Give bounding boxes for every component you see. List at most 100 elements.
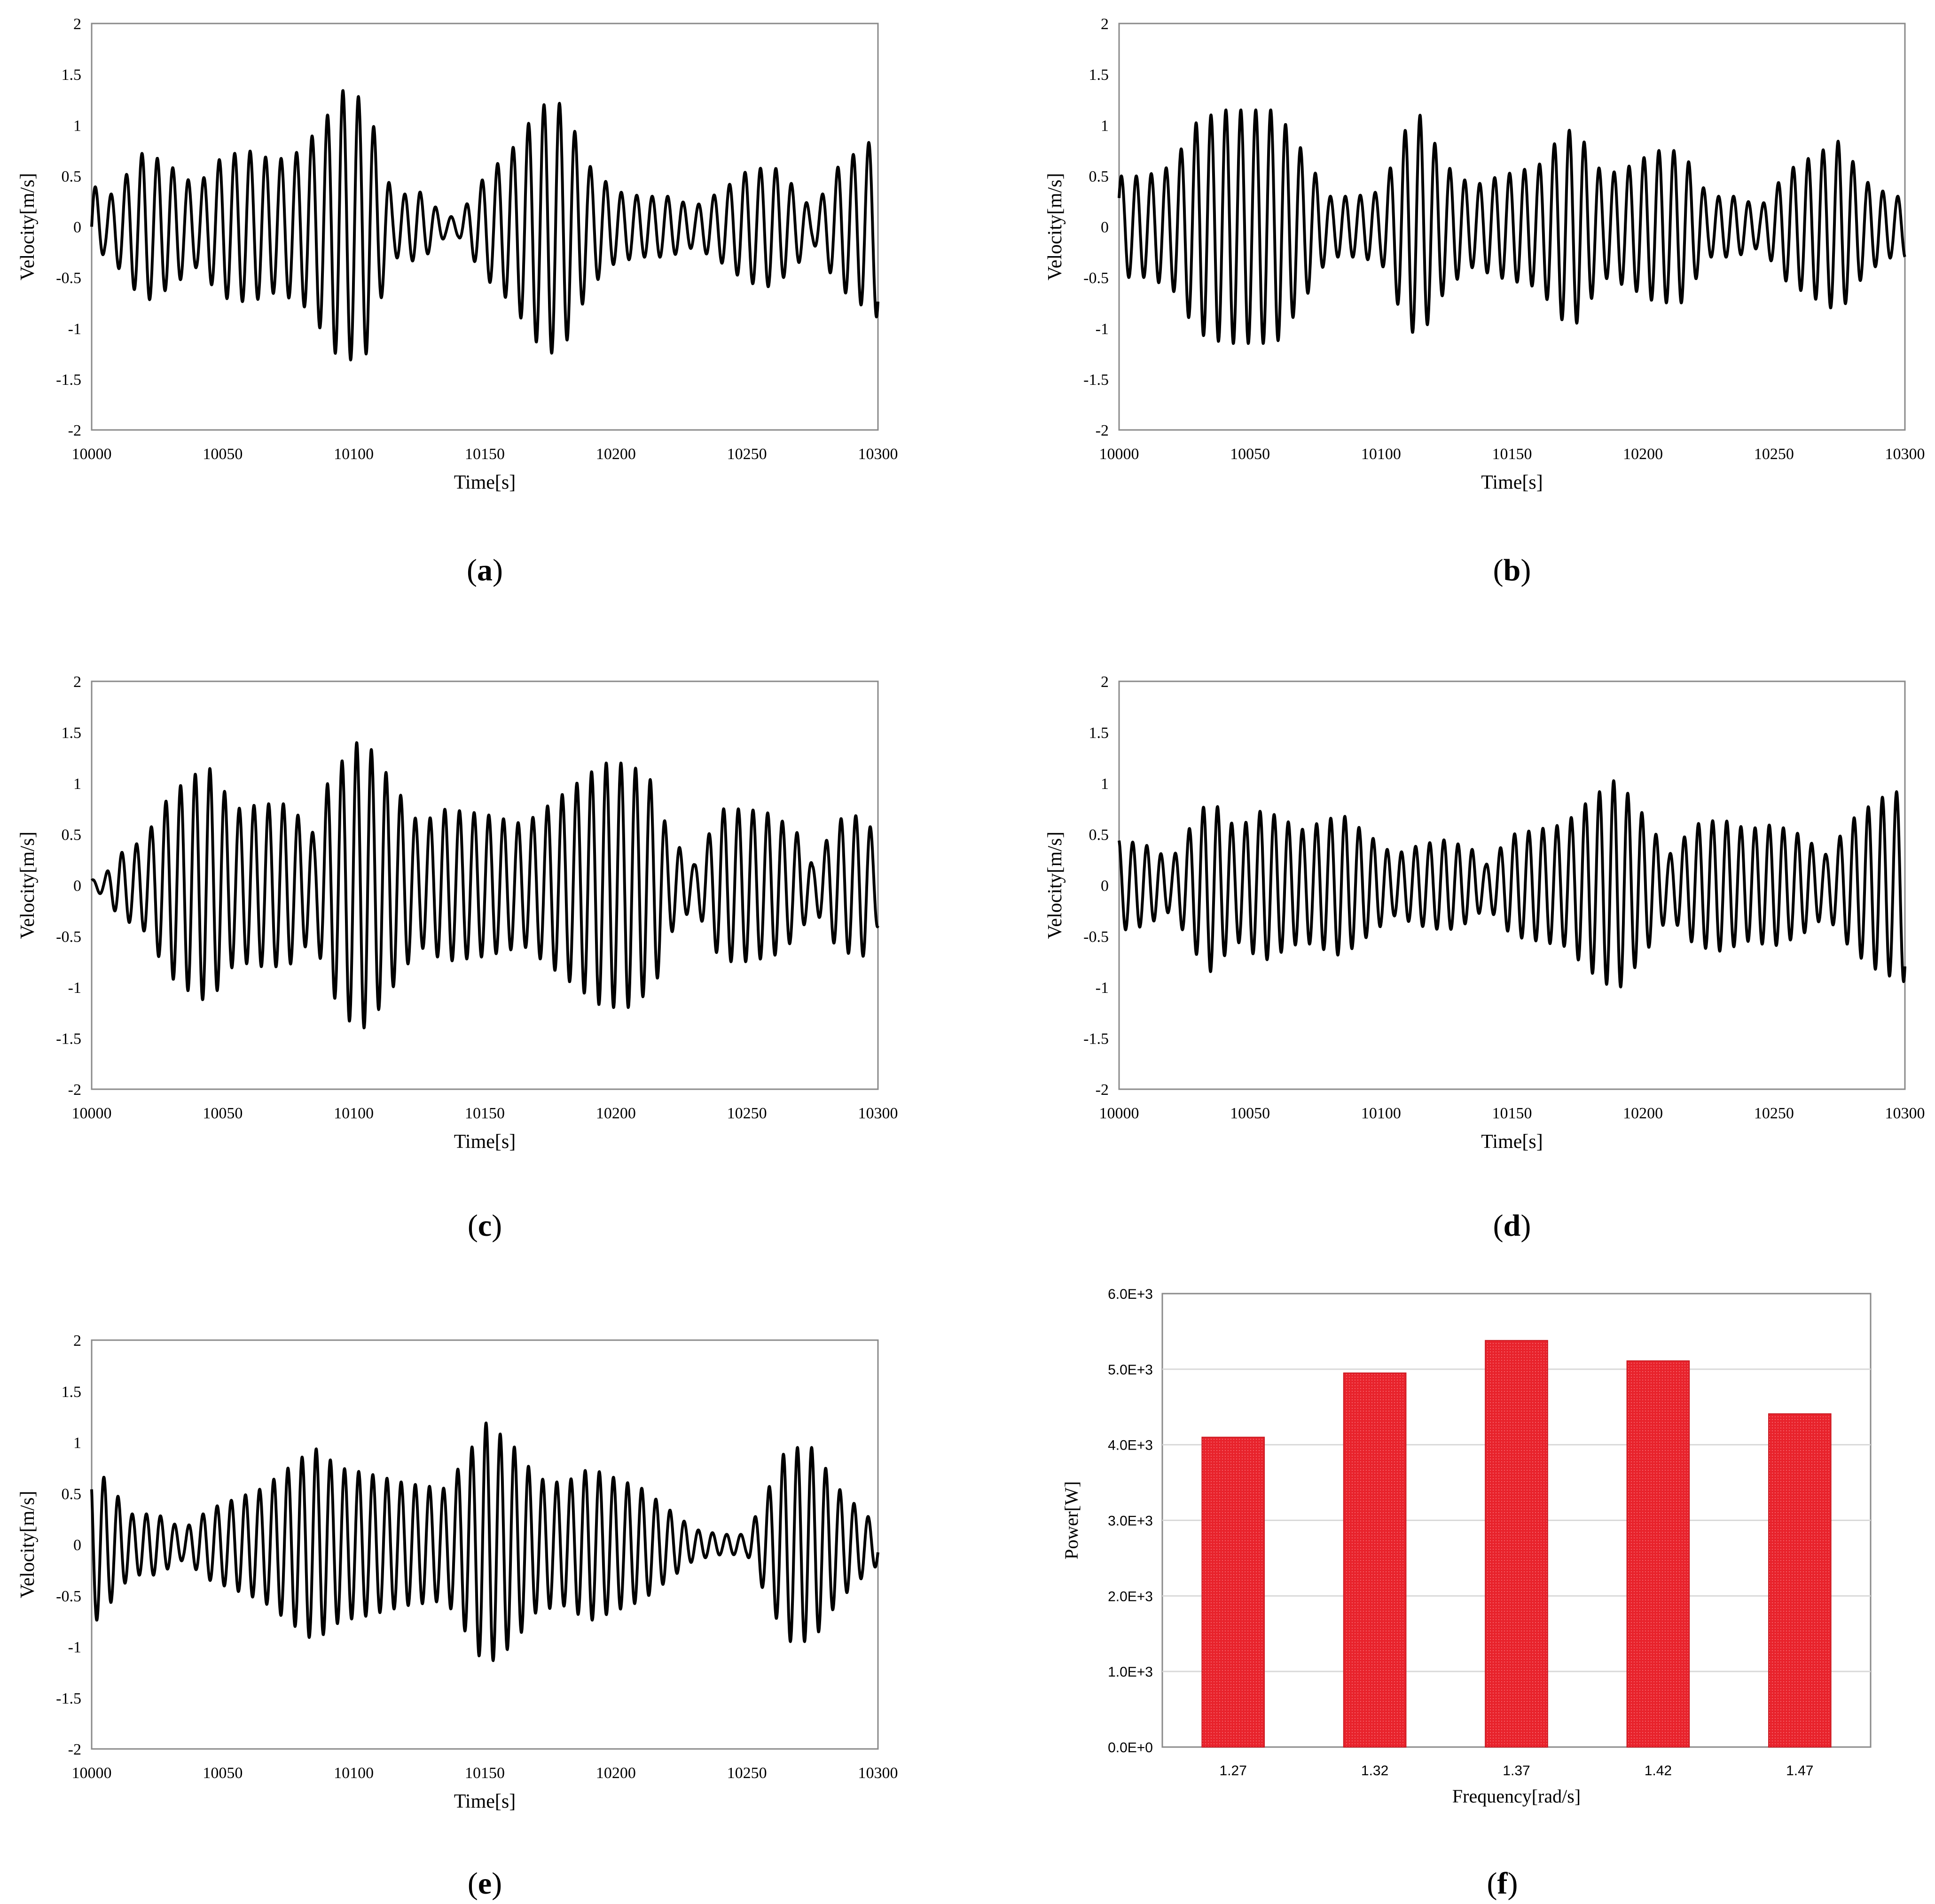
y-tick-label: -2 bbox=[1096, 422, 1109, 439]
x-tick-label: 10000 bbox=[72, 445, 112, 463]
y-tick-label: 0.5 bbox=[62, 1485, 82, 1503]
chart-panel-e: 2 1.5 1 0.5 0 -0.5 -1 -1.5 -2 10000 10050 10100 1015… bbox=[17, 1332, 898, 1901]
chart-panel-b: 2 1.5 1 0.5 0 -0.5 -1 -1.5 -2 10000 10050 10100 1015… bbox=[1044, 16, 1925, 587]
y-tick-label: -1.5 bbox=[1083, 371, 1109, 389]
plot-frame bbox=[91, 1339, 879, 1750]
panel-caption: (a) bbox=[467, 553, 503, 587]
y-tick-label: 0 bbox=[1101, 219, 1109, 236]
x-tick-label: 10300 bbox=[1885, 1105, 1925, 1122]
y-tick-label: 2 bbox=[73, 16, 81, 33]
y-tick-label: -1.5 bbox=[56, 1030, 81, 1048]
y-tick-label: 0.5 bbox=[1089, 168, 1109, 185]
bar-1.42 bbox=[1626, 1360, 1690, 1748]
y-tick-label: 1 bbox=[1101, 117, 1109, 134]
x-axis-label: Frequency[rad/s] bbox=[1452, 1786, 1581, 1807]
bar-1.37 bbox=[1485, 1340, 1548, 1748]
y-tick-label: 6.0E+3 bbox=[1108, 1287, 1153, 1302]
x-tick-label: 10200 bbox=[596, 1105, 636, 1122]
y-axis-label: Velocity[m/s] bbox=[17, 1491, 39, 1599]
panel-caption: (c) bbox=[468, 1209, 502, 1243]
x-tick-label: 10200 bbox=[596, 445, 636, 463]
y-tick-label: -2 bbox=[68, 1081, 81, 1099]
x-tick-label: 10200 bbox=[1623, 445, 1663, 463]
x-tick-label: 10100 bbox=[334, 1105, 374, 1122]
y-tick-label: 2 bbox=[73, 1332, 81, 1350]
y-tick-label: 1.5 bbox=[1089, 725, 1109, 742]
y-tick-label: 1.5 bbox=[62, 1383, 82, 1401]
x-tick-label: 10250 bbox=[727, 1764, 767, 1782]
x-tick-label: 10050 bbox=[203, 1105, 243, 1122]
y-tick-label: -0.5 bbox=[56, 929, 81, 946]
x-tick-label: 10050 bbox=[203, 1764, 243, 1782]
x-tick-label: 10000 bbox=[72, 1105, 112, 1122]
x-tick-label: 1.42 bbox=[1645, 1763, 1672, 1779]
y-tick-label: 2 bbox=[1101, 673, 1109, 691]
chart-panel-f: 0.0E+0 1.0E+3 2.0E+3 3.0E+3 4.0E+3 5.0E+3 6.0E… bbox=[1061, 1287, 1872, 1901]
y-tick-label: 2 bbox=[1101, 16, 1109, 33]
y-tick-label: 5.0E+3 bbox=[1108, 1362, 1153, 1378]
x-tick-label: 10300 bbox=[858, 445, 898, 463]
y-tick-label: 0 bbox=[73, 1537, 81, 1554]
y-tick-label: 1.0E+3 bbox=[1108, 1664, 1153, 1680]
y-tick-label: 1 bbox=[73, 1435, 81, 1452]
x-tick-label: 10250 bbox=[727, 445, 767, 463]
x-tick-label: 10150 bbox=[465, 1105, 505, 1122]
x-tick-label: 10200 bbox=[596, 1764, 636, 1782]
x-axis-label: Time[s] bbox=[1481, 472, 1543, 493]
x-tick-label: 10150 bbox=[465, 445, 505, 463]
velocity-series-line bbox=[1118, 108, 1906, 345]
y-axis-label: Power[W] bbox=[1061, 1481, 1082, 1560]
y-tick-label: 0.5 bbox=[62, 168, 82, 185]
y-tick-label: -1 bbox=[68, 320, 81, 338]
y-tick-label: -1.5 bbox=[1083, 1030, 1109, 1048]
y-tick-label: -0.5 bbox=[1083, 270, 1109, 287]
y-tick-label: 0.5 bbox=[62, 827, 82, 844]
y-tick-label: 1.5 bbox=[1089, 66, 1109, 84]
y-axis-label: Velocity[m/s] bbox=[17, 173, 39, 281]
x-tick-label: 10100 bbox=[1361, 1105, 1401, 1122]
y-tick-label: -1.5 bbox=[56, 371, 81, 389]
y-tick-label: -2 bbox=[68, 422, 81, 439]
x-tick-label: 10150 bbox=[1492, 1105, 1532, 1122]
y-tick-label: -0.5 bbox=[56, 1588, 81, 1605]
velocity-series-line bbox=[1118, 779, 1906, 989]
y-tick-label: 0.0E+0 bbox=[1108, 1740, 1153, 1756]
panel-caption: (e) bbox=[468, 1866, 502, 1901]
y-tick-label: 0.5 bbox=[1089, 827, 1109, 844]
x-tick-label: 10150 bbox=[1492, 445, 1532, 463]
chart-panel-a: 2 1.5 1 0.5 0 -0.5 -1 -1.5 -2 10000 10050 10100 1015… bbox=[17, 16, 898, 587]
x-tick-label: 10050 bbox=[1230, 1105, 1270, 1122]
y-tick-label: -2 bbox=[1096, 1081, 1109, 1099]
y-tick-label: -1 bbox=[1096, 320, 1109, 338]
x-tick-label: 10100 bbox=[334, 1764, 374, 1782]
y-tick-label: 1 bbox=[73, 775, 81, 793]
chart-panel-c: 2 1.5 1 0.5 0 -0.5 -1 -1.5 -2 10000 10050 10100 1015… bbox=[17, 673, 898, 1243]
panel-caption: (f) bbox=[1487, 1866, 1518, 1901]
y-tick-label: 2 bbox=[73, 673, 81, 691]
y-tick-label: -2 bbox=[68, 1741, 81, 1758]
bar-1.27 bbox=[1201, 1436, 1265, 1748]
y-tick-label: 1.5 bbox=[62, 66, 82, 84]
x-axis-label: Time[s] bbox=[454, 1791, 516, 1812]
x-axis-label: Time[s] bbox=[1481, 1131, 1543, 1153]
y-axis-label: Velocity[m/s] bbox=[1044, 832, 1066, 939]
x-tick-label: 10000 bbox=[1099, 1105, 1139, 1122]
y-axis-label: Velocity[m/s] bbox=[1044, 173, 1066, 281]
x-tick-label: 10250 bbox=[1754, 1105, 1794, 1122]
chart-panel-d: 2 1.5 1 0.5 0 -0.5 -1 -1.5 -2 10000 10050 10100 1015… bbox=[1044, 673, 1925, 1243]
y-tick-label: 2.0E+3 bbox=[1108, 1589, 1153, 1604]
x-tick-label: 10100 bbox=[1361, 445, 1401, 463]
x-tick-label: 10300 bbox=[858, 1105, 898, 1122]
y-tick-label: 1 bbox=[73, 117, 81, 134]
velocity-series-line bbox=[90, 1421, 879, 1662]
y-tick-label: 1.5 bbox=[62, 725, 82, 742]
x-tick-label: 1.37 bbox=[1503, 1763, 1530, 1779]
x-tick-label: 10300 bbox=[1885, 445, 1925, 463]
y-tick-label: 1 bbox=[1101, 775, 1109, 793]
y-tick-label: 3.0E+3 bbox=[1108, 1514, 1153, 1529]
panel-caption: (b) bbox=[1493, 553, 1531, 587]
y-tick-label: -1 bbox=[68, 1639, 81, 1656]
y-axis-label: Velocity[m/s] bbox=[17, 832, 39, 939]
y-tick-label: -1.5 bbox=[56, 1690, 81, 1707]
